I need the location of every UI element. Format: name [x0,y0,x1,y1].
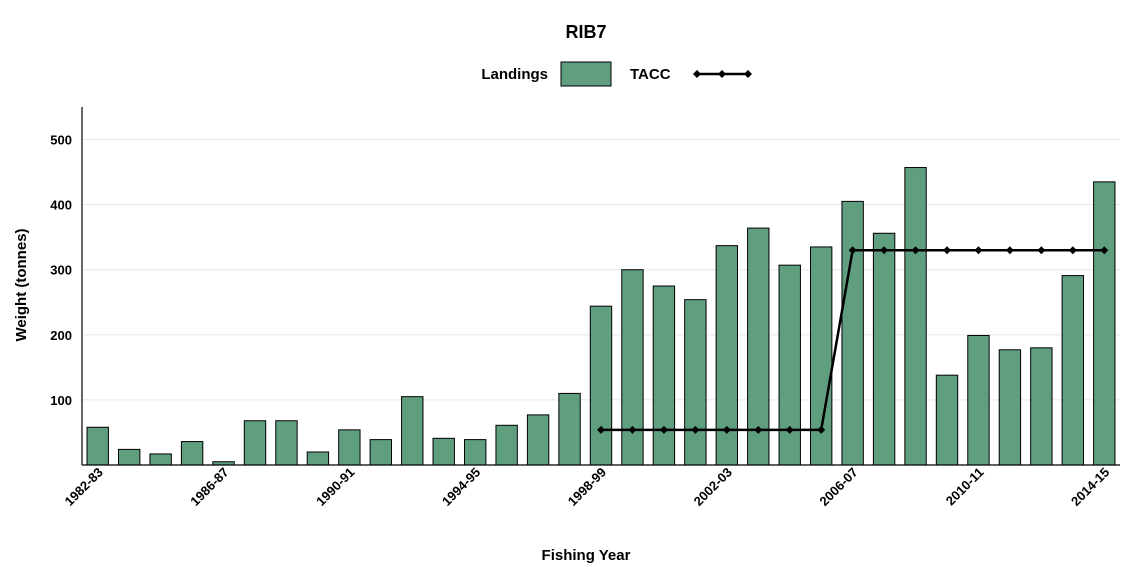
tacc-point-2004-05 [785,425,794,434]
landings-bar-2012-13 [1030,347,1053,466]
landings-bar-2010-11 [967,334,990,466]
landings-bar-1985-86 [180,441,204,466]
y-axis-title: Weight (tonnes) [13,228,30,341]
x-tick-label: 2010-11 [943,465,987,509]
landings-bar-1982-83 [86,426,109,466]
tacc-point-1998-99 [597,425,605,434]
landings-bar-1998-99 [589,305,613,466]
tacc-point-2014-15 [1100,246,1109,255]
landings-bar-1999-00 [621,269,644,466]
landings-bar-1984-85 [149,453,172,466]
x-axis-title: Fishing Year [542,547,631,564]
tacc-point-2010-11 [974,246,983,255]
x-tick-label: 1990-91 [313,465,357,509]
landings-bar-1994-95 [463,439,487,466]
landings-bar-2014-15 [1093,181,1116,466]
legend-tacc-marker [718,70,726,78]
landings-bar-2004-05 [778,264,801,466]
landings-bar-1991-92 [369,439,393,466]
landings-bar-2008-09 [904,167,927,466]
x-tick-label: 2006-07 [816,465,860,509]
y-tick-label: 400 [50,198,72,213]
legend-swatch-landings [560,61,612,87]
y-tick-label: 200 [50,328,72,343]
x-tick-label: 1986-87 [187,465,231,509]
tacc-point-2003-04 [754,425,763,434]
x-tick-label: 2002-03 [691,465,735,509]
landings-bar-1997-98 [558,392,581,466]
x-tick-label: 2014-15 [1068,465,1112,509]
landings-bars [86,167,1116,466]
legend-swatch-tacc [693,70,752,78]
landings-bar-2011-12 [998,349,1022,466]
landings-bar-1988-89 [275,420,298,466]
legend-tacc-marker [744,70,752,78]
landings-bar-2006-07 [841,200,864,466]
x-tick-label: 1998-99 [565,465,609,509]
landings-bar-1990-91 [338,429,361,466]
tacc-point-2001-02 [691,425,700,434]
tacc-point-2000-01 [659,425,668,434]
tacc-point-2011-12 [1005,246,1014,255]
landings-bar-1983-84 [117,448,141,466]
chart-title: RIB7 [565,22,606,42]
legend-label-tacc: TACC [630,66,671,83]
landings-bar-2007-08 [872,232,896,466]
tacc-line [597,246,1109,434]
tacc-point-2007-08 [880,246,889,255]
tacc-point-2005-06 [817,425,826,434]
axes: 100 200 300 400 500 1982-83 1986-87 1990-91 1994… [50,107,1120,509]
tacc-point-2009-10 [943,246,951,255]
x-tick-label: 1994-95 [439,465,483,509]
landings-bar-1989-90 [306,451,330,466]
landings-bar-1987-88 [243,420,267,466]
legend: Landings TACC [481,61,752,87]
tacc-point-2013-14 [1068,246,1077,255]
legend-label-landings: Landings [481,66,548,83]
landings-bar-1996-97 [526,414,550,466]
landings-bar-2000-01 [652,285,676,466]
landings-bar-1993-94 [432,437,455,466]
tacc-point-2002-03 [722,425,731,434]
legend-tacc-marker [693,70,701,78]
y-tick-label: 300 [50,263,72,278]
landings-bar-1995-96 [495,424,518,466]
tacc-point-2008-09 [911,246,920,255]
landings-bar-2001-02 [684,299,707,466]
tacc-point-2012-13 [1037,246,1046,255]
x-tick-label: 1982-83 [61,465,105,509]
landings-bar-2009-10 [935,374,959,466]
y-tick-label: 500 [50,133,72,148]
tacc-point-2006-07 [848,246,857,255]
landings-bar-1992-93 [401,396,424,466]
tacc-point-1999-00 [628,425,637,434]
y-tick-label: 100 [50,393,72,408]
landings-bar-2013-14 [1061,275,1085,466]
